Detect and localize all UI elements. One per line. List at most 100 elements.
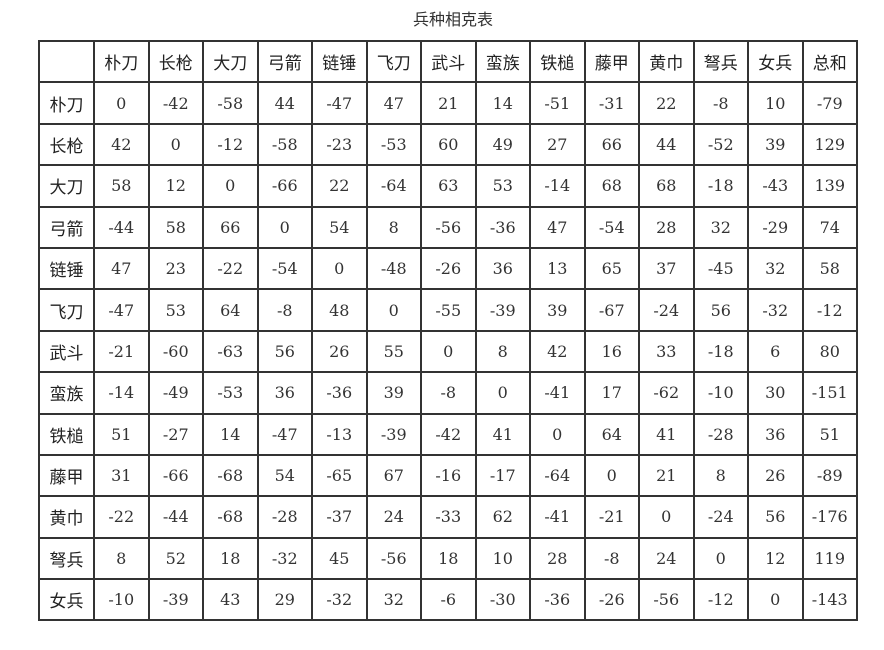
row-header: 蛮族 xyxy=(38,371,95,415)
total-cell: 119 xyxy=(801,536,858,581)
value-cell: -26 xyxy=(583,578,640,622)
value-cell: 6 xyxy=(747,329,804,374)
table-title: 兵种相克表 xyxy=(412,10,493,29)
value-cell: 0 xyxy=(93,81,150,125)
value-cell: 66 xyxy=(202,205,259,249)
value-cell: -49 xyxy=(147,371,204,415)
value-cell: -28 xyxy=(692,412,749,456)
value-cell: -8 xyxy=(256,288,313,332)
value-cell: 68 xyxy=(583,164,640,208)
total-cell: 80 xyxy=(801,329,858,374)
row-header: 弓箭 xyxy=(38,205,95,249)
value-cell: -56 xyxy=(638,578,695,622)
value-cell: -14 xyxy=(93,371,150,415)
value-cell: 32 xyxy=(365,578,422,622)
value-cell: 43 xyxy=(202,578,259,622)
value-cell: -30 xyxy=(474,578,531,622)
value-cell: -8 xyxy=(692,81,749,125)
value-cell: 24 xyxy=(638,536,695,581)
value-cell: 39 xyxy=(365,371,422,415)
value-cell: 21 xyxy=(420,81,477,125)
value-cell: 56 xyxy=(692,288,749,332)
row-header: 长枪 xyxy=(38,122,95,167)
value-cell: 32 xyxy=(747,246,804,291)
column-header: 弓箭 xyxy=(256,39,313,84)
value-cell: -14 xyxy=(529,164,586,208)
value-cell: -52 xyxy=(692,122,749,167)
total-cell: -151 xyxy=(801,371,858,415)
value-cell: 64 xyxy=(583,412,640,456)
value-cell: -68 xyxy=(202,495,259,539)
column-header: 大刀 xyxy=(202,39,259,84)
value-cell: -21 xyxy=(93,329,150,374)
value-cell: 12 xyxy=(747,536,804,581)
value-cell: -16 xyxy=(420,453,477,498)
value-cell: -17 xyxy=(474,453,531,498)
value-cell: -51 xyxy=(529,81,586,125)
value-cell: -54 xyxy=(256,246,313,291)
column-header: 弩兵 xyxy=(692,39,749,84)
value-cell: 0 xyxy=(529,412,586,456)
value-cell: 42 xyxy=(93,122,150,167)
total-cell: 139 xyxy=(801,164,858,208)
value-cell: 18 xyxy=(202,536,259,581)
table-row: 朴刀 0 -42 -58 44 -47 47 21 14 -51 -31 22 -8 10 -79 xyxy=(38,81,858,125)
value-cell: -64 xyxy=(365,164,422,208)
value-cell: 0 xyxy=(692,536,749,581)
value-cell: 39 xyxy=(747,122,804,167)
value-cell: -8 xyxy=(583,536,640,581)
column-header: 黄巾 xyxy=(638,39,695,84)
value-cell: 0 xyxy=(638,495,695,539)
value-cell: -37 xyxy=(311,495,368,539)
value-cell: 30 xyxy=(747,371,804,415)
value-cell: -43 xyxy=(747,164,804,208)
value-cell: -33 xyxy=(420,495,477,539)
column-header: 铁槌 xyxy=(529,39,586,84)
value-cell: 32 xyxy=(692,205,749,249)
value-cell: 45 xyxy=(311,536,368,581)
value-cell: -60 xyxy=(147,329,204,374)
value-cell: -22 xyxy=(93,495,150,539)
total-cell: 51 xyxy=(801,412,858,456)
total-cell: -89 xyxy=(801,453,858,498)
total-cell: -12 xyxy=(801,288,858,332)
row-header: 藤甲 xyxy=(38,453,95,498)
value-cell: 12 xyxy=(147,164,204,208)
value-cell: 17 xyxy=(583,371,640,415)
total-cell: 129 xyxy=(801,122,858,167)
value-cell: -36 xyxy=(311,371,368,415)
unit-counter-table: 朴刀 长枪 大刀 弓箭 链锤 飞刀 武斗 蛮族 铁槌 藤甲 黄巾 弩兵 女兵 总和 朴刀 0 -42 -58 44-… xyxy=(38,39,858,622)
table-row: 蛮族 -14 -49 -53 36 -36 39 -8 0 -41 17 -62 -10 30 -151 xyxy=(38,371,858,415)
value-cell: 68 xyxy=(638,164,695,208)
column-header: 飞刀 xyxy=(365,39,422,84)
value-cell: -56 xyxy=(420,205,477,249)
row-header: 朴刀 xyxy=(38,81,95,125)
value-cell: 36 xyxy=(474,246,531,291)
value-cell: -39 xyxy=(365,412,422,456)
table-row: 弩兵 8 52 18 -32 45 -56 18 10 28 -8 24 0 12 119 xyxy=(38,536,858,581)
value-cell: -41 xyxy=(529,495,586,539)
table-row: 藤甲 31 -66 -68 54 -65 67 -16 -17 -64 0 21 8 26 -89 xyxy=(38,453,858,498)
value-cell: -58 xyxy=(256,122,313,167)
value-cell: 44 xyxy=(638,122,695,167)
value-cell: -42 xyxy=(147,81,204,125)
value-cell: 0 xyxy=(256,205,313,249)
value-cell: -44 xyxy=(147,495,204,539)
table-row: 链锤 47 23 -22 -54 0 -48 -26 36 13 65 37 -45 32 58 xyxy=(38,246,858,291)
value-cell: 53 xyxy=(474,164,531,208)
value-cell: -39 xyxy=(147,578,204,622)
value-cell: 48 xyxy=(311,288,368,332)
value-cell: 0 xyxy=(474,371,531,415)
column-header: 链锤 xyxy=(311,39,368,84)
value-cell: 8 xyxy=(365,205,422,249)
value-cell: -6 xyxy=(420,578,477,622)
value-cell: -67 xyxy=(583,288,640,332)
value-cell: 58 xyxy=(147,205,204,249)
value-cell: 49 xyxy=(474,122,531,167)
value-cell: -56 xyxy=(365,536,422,581)
value-cell: 16 xyxy=(583,329,640,374)
value-cell: 18 xyxy=(420,536,477,581)
value-cell: 41 xyxy=(638,412,695,456)
value-cell: -31 xyxy=(583,81,640,125)
value-cell: 44 xyxy=(256,81,313,125)
